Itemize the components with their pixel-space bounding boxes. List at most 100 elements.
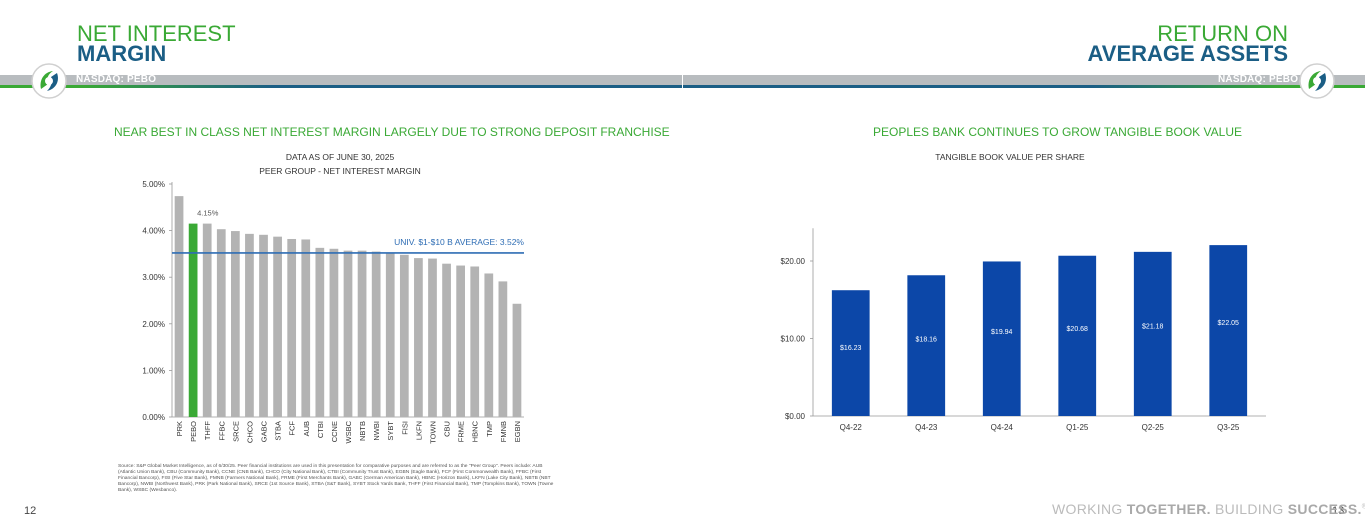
right-title-line2: AVERAGE ASSETS	[1087, 41, 1288, 66]
nim-x-tick-label: FFBC	[217, 420, 226, 440]
right-logo-icon	[1299, 63, 1335, 99]
nim-x-tick-label: CCNE	[330, 421, 339, 442]
tagline-part3: BUILDING	[1210, 501, 1288, 517]
nim-y-tick-label: 1.00%	[142, 366, 165, 375]
nim-x-tick-label: CBU	[443, 421, 452, 437]
nim-x-tick-label: WSBC	[344, 420, 353, 443]
tbv-x-tick-label: Q1-25	[1066, 423, 1089, 432]
nim-x-tick-label: NBTB	[358, 421, 367, 441]
nim-bar-fisi	[399, 254, 409, 417]
nim-bar-stba	[273, 236, 282, 417]
tbv-data-label: $16.23	[840, 345, 862, 352]
nim-average-label: UNIV. $1-$10 B AVERAGE: 3.52%	[394, 237, 524, 247]
nim-x-tick-label: SRCE	[231, 421, 240, 442]
nim-bar-nbtb	[357, 250, 367, 417]
left-band-stripe	[0, 85, 682, 88]
nim-bar-nwbi	[371, 251, 381, 417]
right-band-stripe	[683, 85, 1365, 88]
nim-bar-ccne	[329, 248, 339, 417]
tbv-bar-q3-25	[1209, 245, 1248, 416]
nim-bar-wsbc	[343, 250, 353, 417]
nim-bar-tmp	[484, 273, 494, 417]
right-header-band	[683, 75, 1365, 85]
nim-x-tick-label: EGBN	[513, 421, 522, 442]
nim-bar-thff	[202, 223, 212, 417]
tbv-x-tick-label: Q3-25	[1217, 423, 1240, 432]
left-title: NET INTEREST MARGIN	[77, 21, 236, 66]
nim-x-tick-label: GABC	[260, 420, 269, 442]
nim-pebo-data-label: 4.15%	[197, 209, 219, 218]
nim-bar-pebo	[188, 223, 198, 417]
nim-x-tick-label: STBA	[274, 421, 283, 441]
left-title-line2: MARGIN	[77, 41, 167, 66]
nim-x-tick-label: CHCO	[245, 421, 254, 443]
nim-x-tick-label: FISI	[400, 421, 409, 435]
nim-bar-ffbc	[216, 229, 226, 417]
tbv-chart-title: TANGIBLE BOOK VALUE PER SHARE	[935, 152, 1085, 162]
tbv-data-label: $20.68	[1067, 326, 1089, 333]
nim-x-tick-label: PEBO	[189, 421, 198, 442]
left-page-number: 12	[24, 505, 37, 517]
tbv-data-label: $22.05	[1218, 320, 1240, 327]
tbv-bar-q4-24	[982, 261, 1021, 416]
left-logo-icon	[31, 63, 67, 99]
nim-x-tick-label: LKFN	[414, 421, 423, 440]
tagline: WORKING TOGETHER. BUILDING SUCCESS.®	[1052, 501, 1365, 517]
tbv-bar-q2-25	[1133, 251, 1172, 416]
nim-bar-srce	[230, 231, 240, 417]
nim-bar-ctbi	[315, 247, 325, 417]
nim-x-tick-label: AUB	[302, 421, 311, 436]
nim-x-tick-label: TMP	[485, 421, 494, 437]
nim-bar-aub	[301, 239, 311, 417]
nim-y-tick-label: 4.00%	[142, 227, 165, 236]
tbv-bar-q4-22	[831, 290, 870, 416]
nim-bar-gabc	[259, 234, 268, 417]
tagline-part2: TOGETHER.	[1126, 501, 1211, 517]
tbv-x-tick-label: Q2-25	[1142, 423, 1165, 432]
nim-x-tick-label: FRME	[457, 421, 466, 442]
right-title-line1: RETURN ON	[1157, 21, 1288, 46]
tbv-y-tick-label: $20.00	[781, 257, 806, 266]
right-ticker: NASDAQ: PEBO	[1218, 74, 1299, 85]
right-page-number: 13	[1332, 505, 1345, 517]
nim-bar-fcf	[287, 238, 297, 417]
nim-x-tick-label: NWBI	[372, 421, 381, 441]
nim-bar-chart: 0.00% 1.00% 2.00% 3.00% 4.00% 5.00% PRK PEBO 4.1…	[142, 180, 524, 444]
tbv-bar-q4-23	[907, 275, 946, 416]
source-note: Source: S&P Global Market Intelligence, …	[118, 464, 554, 493]
nim-y-tick-label: 2.00%	[142, 320, 165, 329]
right-title: RETURN ON AVERAGE ASSETS	[1087, 21, 1288, 66]
tagline-part1: WORKING	[1052, 501, 1127, 517]
nim-bar-hbnc	[470, 266, 480, 417]
nim-chart-title: DATA AS OF JUNE 30, 2025	[285, 152, 395, 162]
nim-x-tick-label: FMNB	[499, 421, 508, 442]
nim-bar-frme	[456, 265, 466, 417]
tagline-registered: ®	[1361, 503, 1365, 511]
tbv-bar-chart: $0.00 $10.00 $20.00 $16.23 Q4-22 $18.16 Q4-23 $…	[781, 228, 1266, 432]
nim-x-tick-label: CTBI	[316, 421, 325, 438]
nim-x-tick-label: FCF	[288, 421, 297, 436]
tagline-part4: SUCCESS.	[1287, 501, 1362, 517]
right-subheading: PEOPLES BANK CONTINUES TO GROW TANGIBLE …	[873, 125, 1242, 139]
nim-x-tick-label: HBNC	[471, 420, 480, 442]
tbv-data-label: $21.18	[1142, 324, 1164, 331]
tbv-bar-q1-25	[1058, 255, 1097, 416]
nim-y-tick-label: 3.00%	[142, 273, 165, 282]
left-subheading: NEAR BEST IN CLASS NET INTEREST MARGIN L…	[114, 125, 670, 139]
nim-x-tick-label: SYBT	[386, 421, 395, 441]
nim-x-tick-label: THFF	[203, 421, 212, 441]
nim-chart-subtitle: PEER GROUP - NET INTEREST MARGIN	[259, 166, 421, 176]
nim-bar-chco	[245, 233, 254, 417]
left-title-line1: NET INTEREST	[77, 21, 236, 46]
left-header-band	[0, 75, 682, 85]
tbv-x-tick-label: Q4-22	[840, 423, 863, 432]
left-ticker: NASDAQ: PEBO	[76, 74, 157, 85]
nim-bar-prk	[174, 196, 184, 417]
nim-bar-cbu	[442, 263, 451, 417]
nim-bar-sybt	[385, 253, 395, 417]
nim-bar-egbn	[512, 303, 522, 417]
nim-bar-fmnb	[498, 281, 508, 417]
nim-y-tick-label: 0.00%	[142, 413, 165, 422]
nim-x-tick-label: PRK	[175, 421, 184, 436]
tbv-y-tick-label: $0.00	[785, 412, 806, 421]
